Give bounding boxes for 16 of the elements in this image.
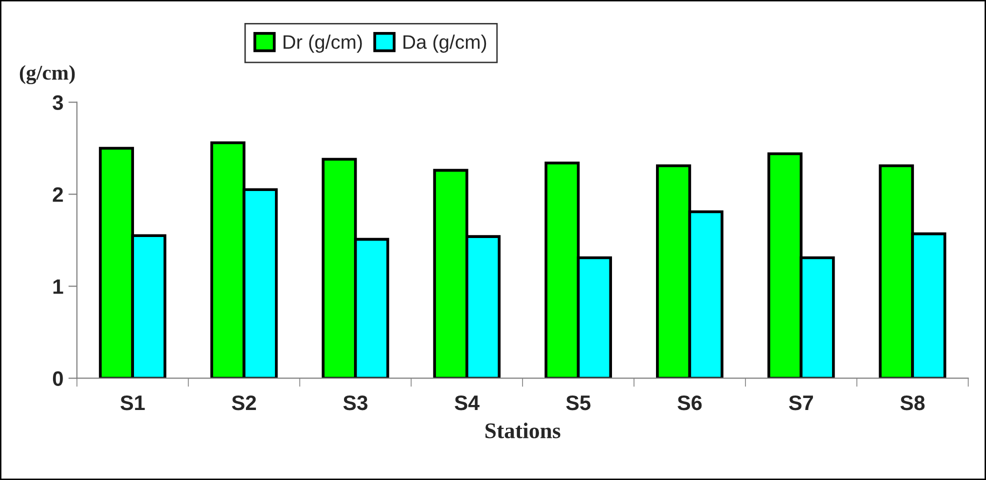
y-tick-label: 0 xyxy=(52,371,63,386)
y-tick-label: 2 xyxy=(52,187,63,202)
x-tick-label: S3 xyxy=(343,395,368,410)
x-tick-label: S7 xyxy=(788,395,813,410)
y-axis-title: (g/cm) xyxy=(20,65,75,84)
x-tick-label: S1 xyxy=(120,395,145,410)
x-tick-label: S6 xyxy=(678,395,702,410)
y-tick-label: 1 xyxy=(53,279,64,294)
x-tick-label: S8 xyxy=(900,395,925,410)
legend-label: Da (g/cm) xyxy=(404,34,486,53)
y-tick-label: 3 xyxy=(52,95,63,110)
x-tick-label: S2 xyxy=(232,395,256,410)
x-axis-title: Stations xyxy=(485,422,560,438)
x-tick-label: S4 xyxy=(454,395,480,410)
legend-label: Dr (g/cm) xyxy=(284,34,362,53)
x-tick-label: S5 xyxy=(566,395,590,410)
